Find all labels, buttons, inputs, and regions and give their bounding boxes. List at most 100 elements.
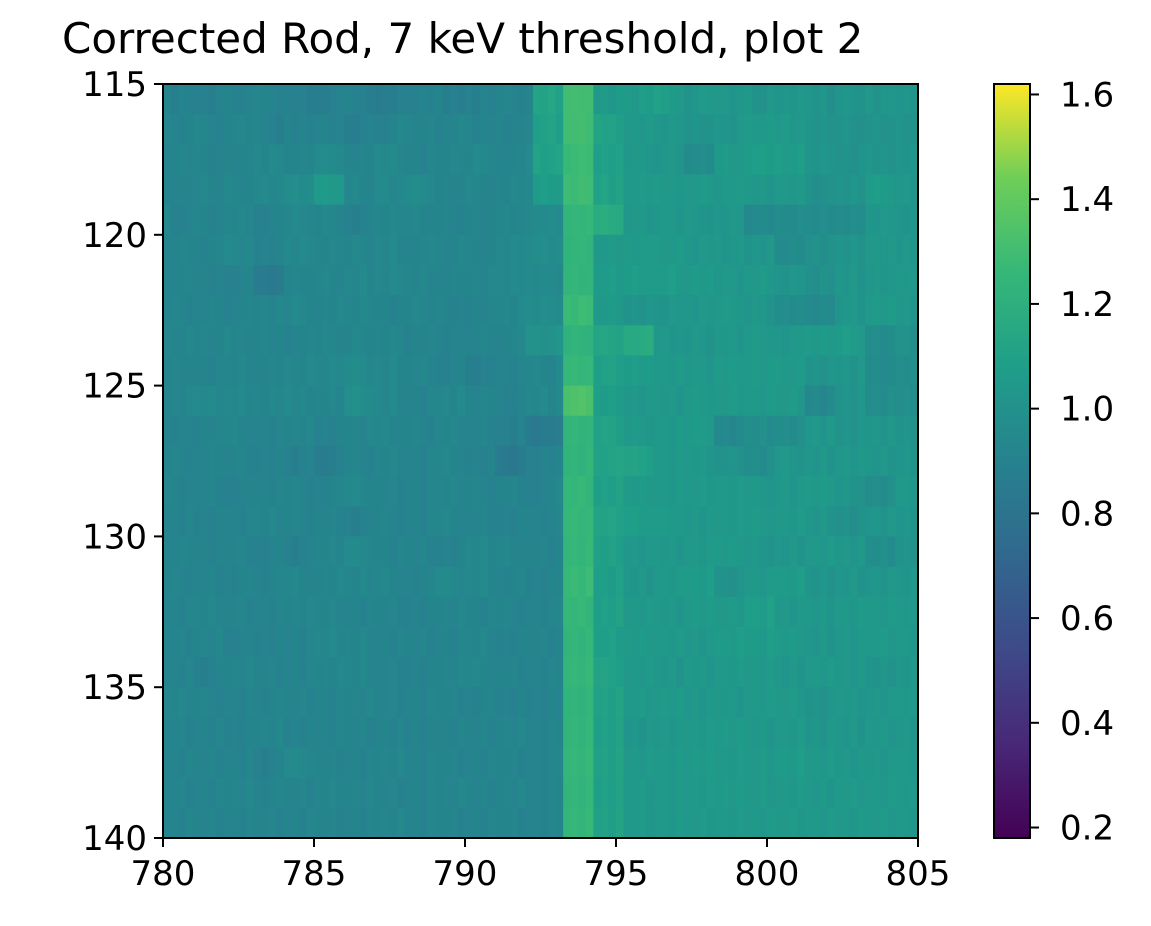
heatmap-cell <box>593 717 602 749</box>
heatmap-cell <box>193 506 202 537</box>
heatmap-cell <box>170 445 179 477</box>
heatmap-cell <box>178 626 187 658</box>
heatmap-cell <box>427 476 436 507</box>
heatmap-cell <box>744 234 753 266</box>
heatmap-cell <box>880 536 889 568</box>
heatmap-cell <box>329 777 338 809</box>
heatmap-cell <box>631 385 640 417</box>
heatmap-cell <box>336 657 345 688</box>
heatmap-cell <box>374 445 383 477</box>
heatmap-cell <box>510 807 519 839</box>
heatmap-cell <box>381 807 391 839</box>
heatmap-cell <box>540 355 549 387</box>
heatmap-cell <box>366 385 375 417</box>
heatmap-cell <box>381 687 391 718</box>
heatmap-cell <box>646 687 655 718</box>
heatmap-cell <box>480 385 489 417</box>
heatmap-cell <box>208 596 217 628</box>
heatmap-cell <box>759 476 768 507</box>
heatmap-cell <box>872 234 881 266</box>
heatmap-cell <box>548 807 557 839</box>
heatmap-cell <box>782 84 791 115</box>
heatmap-cell <box>449 687 459 718</box>
heatmap-cell <box>608 626 617 658</box>
heatmap-cell <box>683 385 693 417</box>
heatmap-cell <box>230 657 240 688</box>
heatmap-cell <box>600 264 610 296</box>
heatmap-cell <box>306 807 315 839</box>
heatmap-cell <box>563 445 572 477</box>
heatmap-cell <box>714 717 723 749</box>
heatmap-cell <box>683 536 693 568</box>
heatmap-cell <box>593 325 602 357</box>
heatmap-cell <box>751 596 761 628</box>
heatmap-cell <box>676 717 685 749</box>
heatmap-cell <box>797 84 806 115</box>
heatmap-cell <box>412 445 421 477</box>
heatmap-cell <box>774 174 783 206</box>
heatmap-cell <box>336 144 345 176</box>
heatmap-cell <box>585 747 594 779</box>
heatmap-cell <box>268 777 277 809</box>
heatmap-cell <box>759 355 768 387</box>
heatmap-cell <box>585 234 594 266</box>
heatmap-cell <box>895 566 904 598</box>
heatmap-cell <box>842 657 851 688</box>
heatmap-cell <box>465 506 474 537</box>
heatmap-cell <box>283 84 292 115</box>
heatmap-cell <box>223 174 232 206</box>
heatmap-cell <box>570 355 579 387</box>
heatmap-cell <box>404 717 413 749</box>
heatmap-cell <box>887 626 896 658</box>
heatmap-cell <box>253 144 262 176</box>
heatmap-cell <box>819 174 828 206</box>
heatmap-cell <box>200 506 209 537</box>
heatmap-cell <box>706 295 715 326</box>
heatmap-cell <box>668 476 677 507</box>
heatmap-cell <box>223 355 232 387</box>
heatmap-cell <box>555 476 564 507</box>
heatmap-cell <box>291 807 300 839</box>
heatmap-cell <box>865 687 874 718</box>
heatmap-cell <box>359 807 368 839</box>
heatmap-cell <box>759 626 768 658</box>
heatmap-cell <box>314 807 323 839</box>
heatmap-cell <box>683 657 693 688</box>
heatmap-cell <box>329 506 338 537</box>
heatmap-cell <box>774 657 783 688</box>
heatmap-cell <box>653 144 662 176</box>
heatmap-cell <box>230 415 240 447</box>
heatmap-cell <box>389 234 398 266</box>
heatmap-cell <box>525 325 534 357</box>
colorbar-tick-label: 1.4 <box>1060 180 1114 220</box>
heatmap-cell <box>465 807 474 839</box>
heatmap-cell <box>246 596 255 628</box>
heatmap-cell <box>902 506 912 537</box>
heatmap-cell <box>480 144 489 176</box>
heatmap-cell <box>555 506 564 537</box>
heatmap-cell <box>880 596 889 628</box>
heatmap-cell <box>434 385 443 417</box>
heatmap-cell <box>834 596 844 628</box>
heatmap-cell <box>555 747 564 779</box>
heatmap-cell <box>268 174 277 206</box>
heatmap-cell <box>532 506 542 537</box>
heatmap-cell <box>306 657 315 688</box>
heatmap-cell <box>389 325 398 357</box>
heatmap-cell <box>351 476 360 507</box>
heatmap-cell <box>638 234 647 266</box>
heatmap-cell <box>495 295 504 326</box>
heatmap-cell <box>789 596 798 628</box>
heatmap-cell <box>193 144 202 176</box>
heatmap-cell <box>525 445 534 477</box>
heatmap-cell <box>510 777 519 809</box>
heatmap-cell <box>668 325 677 357</box>
heatmap-cell <box>563 264 572 296</box>
heatmap-cell <box>872 445 881 477</box>
heatmap-cell <box>842 717 851 749</box>
heatmap-cell <box>616 84 625 115</box>
heatmap-cell <box>291 174 300 206</box>
heatmap-cell <box>487 234 496 266</box>
heatmap-cell <box>449 506 459 537</box>
heatmap-cell <box>819 264 828 296</box>
